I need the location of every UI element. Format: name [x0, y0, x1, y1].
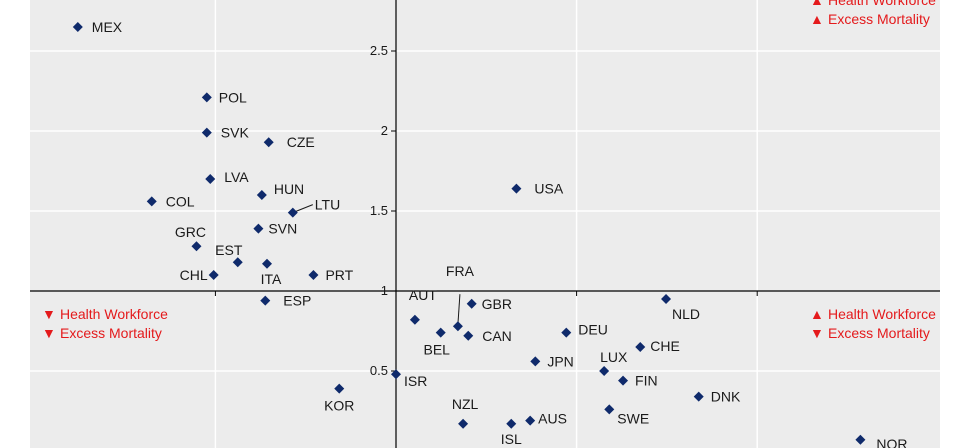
point-label-ltu: LTU	[315, 197, 340, 213]
point-label-jpn: JPN	[547, 353, 573, 369]
data-point-svk	[201, 127, 212, 138]
point-label-mex: MEX	[92, 19, 123, 35]
data-point-cze	[263, 137, 274, 148]
data-point-lux	[599, 366, 610, 376]
annotation-text: Excess Mortality	[828, 325, 930, 341]
data-point-can	[463, 330, 474, 341]
data-point-col	[146, 196, 157, 207]
point-label-isr: ISR	[404, 373, 427, 389]
annotation-text: Excess Mortality	[60, 325, 162, 341]
data-point-est	[232, 257, 243, 268]
data-point-nzl	[458, 418, 469, 429]
y-tick-label: 1.5	[370, 203, 388, 218]
point-label-hun: HUN	[274, 181, 304, 197]
y-tick-label: 2.5	[370, 43, 388, 58]
data-point-lva	[205, 174, 216, 184]
data-point-ltu	[287, 207, 298, 218]
annotation-text: Health Workforce	[828, 0, 936, 8]
data-point-fra	[452, 321, 463, 332]
annotation-arrow-icon: ▲	[810, 11, 824, 27]
point-label-usa: USA	[534, 181, 563, 197]
point-label-dnk: DNK	[711, 389, 741, 405]
point-label-chl: CHL	[180, 267, 208, 283]
point-label-esp: ESP	[283, 293, 311, 309]
data-point-che	[635, 342, 646, 352]
point-label-lux: LUX	[600, 349, 628, 365]
data-point-hun	[256, 190, 267, 200]
point-label-fin: FIN	[635, 373, 658, 389]
leader-line-fra	[457, 294, 461, 325]
point-label-swe: SWE	[617, 410, 649, 426]
data-point-gbr	[466, 298, 477, 309]
annotation-arrow-icon: ▼	[42, 306, 56, 322]
point-label-nor: NOR	[876, 436, 907, 448]
data-point-aus	[525, 415, 536, 426]
annotation-arrow-icon: ▼	[42, 325, 56, 341]
point-label-che: CHE	[650, 338, 680, 354]
point-label-kor: KOR	[324, 398, 354, 414]
point-label-pol: POL	[219, 89, 247, 105]
point-label-nld: NLD	[672, 306, 700, 322]
point-label-prt: PRT	[325, 267, 353, 283]
data-point-deu	[561, 327, 572, 338]
point-label-nzl: NZL	[452, 396, 479, 412]
data-point-svn	[253, 223, 264, 234]
point-label-svn: SVN	[268, 221, 297, 237]
point-label-grc: GRC	[175, 224, 206, 240]
y-tick-label: 0.5	[370, 363, 388, 378]
point-label-ita: ITA	[261, 271, 282, 287]
point-label-aut: AUT	[409, 287, 437, 303]
data-point-grc	[191, 241, 202, 252]
data-point-nld	[661, 294, 672, 304]
data-point-chl	[208, 270, 219, 280]
data-point-dnk	[693, 391, 704, 402]
point-label-gbr: GBR	[482, 296, 512, 312]
data-point-nor	[855, 434, 866, 445]
data-point-bel	[435, 327, 446, 338]
annotation-text: Health Workforce	[60, 306, 168, 322]
data-point-fin	[618, 375, 629, 386]
data-point-mex	[72, 22, 83, 32]
point-label-lva: LVA	[224, 169, 249, 185]
point-label-aus: AUS	[538, 411, 567, 427]
point-label-can: CAN	[482, 328, 512, 344]
data-point-isr	[391, 369, 401, 380]
data-point-pol	[201, 92, 212, 103]
annotation-arrow-icon: ▲	[810, 0, 824, 8]
point-label-deu: DEU	[578, 322, 608, 338]
data-point-kor	[334, 383, 345, 394]
annotation-arrow-icon: ▼	[810, 325, 824, 341]
y-tick-label: 1	[381, 283, 388, 298]
data-point-aut	[409, 314, 420, 325]
annotation-text: Health Workforce	[828, 306, 936, 322]
data-point-swe	[604, 404, 615, 415]
data-point-jpn	[530, 356, 541, 367]
point-label-fra: FRA	[446, 263, 475, 279]
data-point-esp	[260, 295, 271, 306]
data-point-ita	[262, 258, 272, 269]
annotation-text: Excess Mortality	[828, 11, 930, 27]
point-label-isl: ISL	[501, 431, 522, 447]
annotation-arrow-icon: ▲	[810, 306, 824, 322]
point-label-est: EST	[215, 242, 243, 258]
data-point-prt	[308, 270, 319, 280]
y-tick-label: 2	[381, 123, 388, 138]
point-label-bel: BEL	[423, 342, 450, 358]
point-label-col: COL	[166, 193, 195, 209]
data-point-usa	[511, 183, 522, 194]
data-point-isl	[506, 418, 517, 429]
point-label-cze: CZE	[287, 134, 315, 150]
plot-background	[30, 0, 940, 448]
point-label-svk: SVK	[221, 125, 250, 141]
